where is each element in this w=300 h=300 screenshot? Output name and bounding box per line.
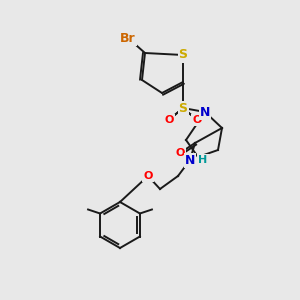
Text: S: S: [178, 101, 188, 115]
Text: Br: Br: [120, 32, 136, 44]
Text: O: O: [164, 115, 174, 125]
Text: O: O: [175, 148, 185, 158]
Text: H: H: [198, 155, 208, 165]
Text: S: S: [178, 49, 188, 62]
Text: O: O: [143, 171, 153, 181]
Text: N: N: [185, 154, 195, 166]
Text: N: N: [200, 106, 210, 118]
Text: O: O: [192, 115, 202, 125]
